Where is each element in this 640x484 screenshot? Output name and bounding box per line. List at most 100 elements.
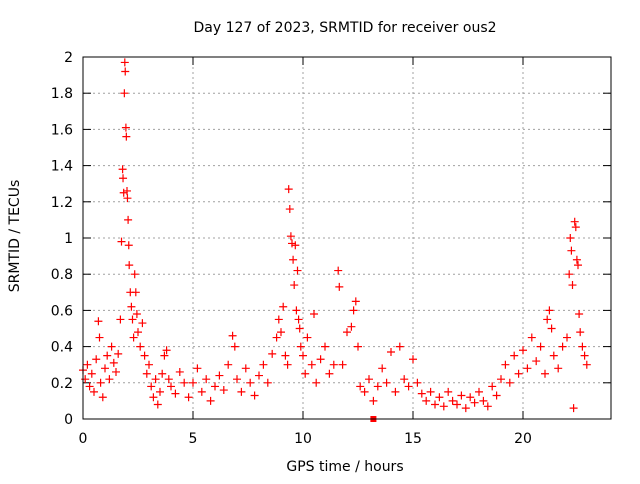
x-tick-label: 0 xyxy=(79,431,88,447)
data-point xyxy=(101,364,109,373)
data-point xyxy=(335,282,344,291)
y-axis-label: SRMTID / TECUs xyxy=(7,180,23,293)
data-point xyxy=(87,369,96,378)
data-point xyxy=(536,342,545,351)
data-point xyxy=(119,188,128,197)
data-point xyxy=(117,237,126,246)
data-point xyxy=(566,234,575,242)
data-point xyxy=(291,241,300,250)
grid xyxy=(83,57,611,419)
data-point xyxy=(349,306,358,315)
data-point xyxy=(554,364,563,373)
data-point xyxy=(274,315,283,324)
data-point xyxy=(153,400,162,409)
data-point xyxy=(128,315,137,324)
data-point xyxy=(479,396,488,405)
data-point xyxy=(193,364,202,373)
chart-title: Day 127 of 2023, SRMTID for receiver ous… xyxy=(193,20,496,36)
data-point xyxy=(197,387,206,396)
data-point xyxy=(114,349,123,358)
data-point xyxy=(290,281,299,290)
data-point xyxy=(285,205,294,214)
data-point xyxy=(125,261,134,270)
data-point xyxy=(582,360,591,369)
data-point xyxy=(492,391,501,400)
data-point xyxy=(255,371,263,380)
data-point xyxy=(151,375,160,384)
data-point xyxy=(453,400,461,409)
x-tick-label: 10 xyxy=(294,431,312,447)
data-point xyxy=(180,378,189,387)
data-point xyxy=(575,310,584,319)
data-point xyxy=(123,186,131,195)
data-point xyxy=(268,349,277,358)
data-point xyxy=(338,360,347,369)
data-point xyxy=(545,306,554,315)
data-point xyxy=(140,351,149,360)
data-point xyxy=(145,360,153,369)
plot-frame xyxy=(82,56,612,420)
data-point xyxy=(404,382,413,391)
data-point xyxy=(162,346,171,355)
data-point xyxy=(237,387,246,396)
data-point xyxy=(543,315,552,324)
data-point xyxy=(96,378,105,387)
data-point xyxy=(426,387,435,396)
data-points xyxy=(79,58,591,422)
data-point xyxy=(233,375,241,384)
data-point xyxy=(570,217,579,226)
data-point xyxy=(105,375,114,384)
data-point xyxy=(121,67,130,76)
data-point xyxy=(149,393,158,402)
data-point xyxy=(312,378,321,387)
data-point xyxy=(211,382,219,391)
data-point xyxy=(164,375,173,384)
data-point xyxy=(158,369,167,378)
data-point xyxy=(122,132,131,141)
data-point xyxy=(279,302,288,311)
y-tick-label: 1.8 xyxy=(51,86,73,102)
data-point xyxy=(514,369,523,378)
data-point xyxy=(156,387,164,396)
data-point xyxy=(288,239,296,248)
data-point xyxy=(131,288,140,297)
data-point xyxy=(296,342,305,351)
data-point xyxy=(120,58,129,67)
data-point xyxy=(523,364,532,373)
data-point xyxy=(369,396,378,405)
data-point xyxy=(457,391,466,400)
data-point xyxy=(547,324,556,333)
data-point xyxy=(360,387,369,396)
data-point xyxy=(572,255,581,264)
data-point xyxy=(189,378,197,387)
data-point xyxy=(541,369,549,378)
data-point xyxy=(303,333,312,342)
data-point xyxy=(272,333,281,342)
data-point xyxy=(246,378,255,387)
data-point xyxy=(293,266,302,275)
data-point xyxy=(439,402,448,411)
data-point xyxy=(409,355,417,364)
y-tick-label: 0 xyxy=(64,412,73,428)
data-point xyxy=(483,402,492,411)
data-point xyxy=(505,378,514,387)
data-point xyxy=(118,165,127,174)
y-tick-label: 0.8 xyxy=(51,267,73,283)
data-point xyxy=(321,342,329,351)
data-point xyxy=(391,387,400,396)
data-point xyxy=(576,328,585,337)
data-point xyxy=(354,342,362,351)
data-point xyxy=(310,310,318,319)
y-tick-label: 0.2 xyxy=(51,376,73,392)
data-point xyxy=(567,246,576,255)
data-point xyxy=(250,391,259,400)
x-tick-label: 15 xyxy=(404,431,422,447)
data-point xyxy=(413,378,422,387)
data-point xyxy=(365,375,373,384)
data-point xyxy=(124,215,133,224)
data-point xyxy=(263,378,272,387)
data-point xyxy=(301,369,310,378)
x-tick-label: 5 xyxy=(189,431,198,447)
data-point xyxy=(109,358,118,367)
data-point xyxy=(127,302,136,311)
